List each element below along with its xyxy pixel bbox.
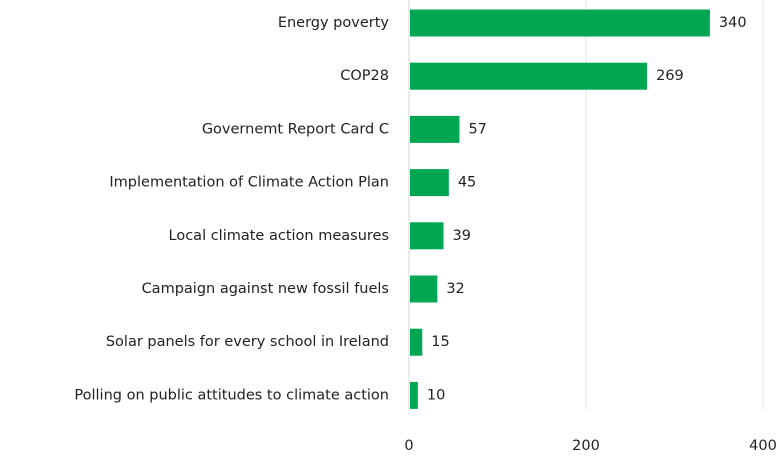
value-label-4: 39: [453, 228, 471, 244]
value-label-1: 269: [656, 68, 684, 84]
x-tick-label-0: 0: [404, 438, 413, 454]
value-label-7: 10: [427, 387, 445, 403]
value-label-6: 15: [431, 334, 449, 350]
category-label-1: COP28: [340, 68, 389, 84]
category-label-2: Governemt Report Card C: [202, 121, 389, 137]
bar-5: [410, 275, 438, 303]
x-tick-label-400: 400: [749, 438, 777, 454]
value-label-0: 340: [719, 15, 747, 31]
value-label-5: 32: [446, 281, 464, 297]
value-label-3: 45: [458, 175, 476, 191]
category-label-3: Implementation of Climate Action Plan: [109, 175, 389, 191]
bar-0: [410, 9, 710, 37]
category-label-4: Local climate action measures: [169, 228, 389, 244]
value-label-2: 57: [468, 121, 486, 137]
category-label-5: Campaign against new fossil fuels: [142, 281, 389, 297]
category-label-7: Polling on public attitudes to climate a…: [74, 387, 389, 403]
bar-2: [410, 115, 460, 143]
bar-1: [410, 62, 648, 90]
bar-6: [410, 328, 423, 356]
bar-4: [410, 222, 444, 250]
category-label-6: Solar panels for every school in Ireland: [106, 334, 389, 350]
bar-7: [410, 381, 418, 409]
category-label-0: Energy poverty: [278, 15, 390, 31]
x-tick-label-200: 200: [572, 438, 600, 454]
bar-3: [410, 169, 449, 197]
